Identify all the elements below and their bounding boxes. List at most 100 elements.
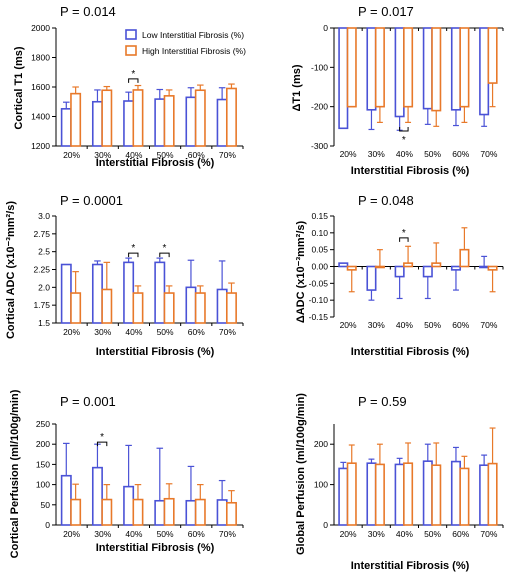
bar-low-70pct [216, 98, 228, 147]
bar-low-70pct [479, 464, 490, 526]
bar-high-70pct [487, 462, 498, 526]
x-tick-label: 60% [452, 149, 469, 159]
y-tick-label: 0.15 [311, 211, 328, 221]
bar-high-50pct [431, 262, 442, 268]
y-tick-label: 100 [36, 480, 50, 490]
bar-high-70pct [487, 27, 498, 84]
x-tick-label: 70% [219, 327, 236, 337]
x-axis-title: Interstitial Fibrosis (%) [96, 157, 215, 169]
bar-low-50pct [154, 261, 166, 324]
bar-low-40pct [123, 261, 135, 324]
y-tick-label: -0.10 [309, 295, 329, 305]
legend-label-low: Low Interstitial Fibrosis (%) [142, 30, 244, 40]
y-axis-title: Cortical Perfusion (ml/100g/min) [9, 389, 21, 558]
significance-star: * [100, 432, 104, 443]
x-tick-label: 50% [157, 529, 174, 539]
x-tick-label: 60% [452, 529, 469, 539]
x-tick-label: 50% [157, 150, 174, 160]
legend-swatch-low [125, 29, 137, 40]
bar-high-60pct [459, 27, 470, 108]
x-tick-label: 60% [188, 150, 205, 160]
y-tick-label: 1.75 [33, 300, 50, 310]
y-tick-label: 200 [314, 439, 328, 449]
bar-low-30pct [91, 263, 103, 324]
chart-panel-cortical-t1: P = 0.014 1200 1400 1600 1800 2000 20% 30% 40% 50… [13, 4, 246, 169]
x-tick-label: 30% [368, 529, 385, 539]
y-tick-label: 0.00 [311, 262, 328, 272]
bar-high-40pct [132, 292, 144, 324]
bar-low-60pct [185, 499, 197, 526]
chart-panel-cortical-adc: P = 0.0001 1.5 1.75 2.0 2.25 2.5 2.75 3.0 20% 30%… [5, 193, 244, 358]
p-value-label: P = 0.017 [358, 4, 414, 19]
y-tick-label: 2.25 [33, 265, 50, 275]
x-tick-label: 70% [219, 529, 236, 539]
bar-low-20pct [338, 27, 349, 130]
bar-low-40pct [123, 485, 135, 526]
significance-star: * [163, 243, 167, 254]
bar-high-50pct [431, 464, 442, 526]
bar-low-60pct [185, 286, 197, 324]
y-axis-title: Cortical ADC (x10⁻³mm²/s) [5, 201, 17, 339]
significance-bracket [128, 78, 139, 83]
y-tick-label: -0.05 [309, 278, 329, 288]
significance-star: * [131, 243, 135, 254]
x-tick-label: 50% [157, 327, 174, 337]
bar-low-30pct [366, 265, 377, 291]
bar-low-40pct [394, 463, 405, 526]
bar-low-50pct [154, 98, 166, 147]
significance-bracket [399, 127, 409, 132]
y-tick-label: 1400 [31, 112, 50, 122]
bar-high-30pct [374, 27, 385, 108]
x-tick-label: 50% [424, 149, 441, 159]
significance-bracket [399, 237, 409, 242]
bar-high-20pct [70, 292, 82, 324]
bar-low-50pct [422, 27, 433, 110]
x-tick-label: 30% [94, 529, 111, 539]
bar-high-70pct [225, 292, 237, 324]
bar-high-20pct [346, 265, 357, 271]
x-tick-label: 40% [396, 320, 413, 330]
x-tick-label: 20% [340, 149, 357, 159]
y-tick-label: 2.0 [38, 282, 50, 292]
bar-high-40pct [403, 27, 414, 108]
y-tick-label: -100 [311, 62, 328, 72]
x-tick-label: 30% [368, 320, 385, 330]
bar-high-30pct [101, 498, 113, 526]
bar-low-70pct [479, 265, 490, 269]
bar-low-60pct [450, 460, 461, 526]
bar-low-20pct [338, 467, 349, 526]
chart-panel-global-perfusion: P = 0.59 0 100 200 20% 30% 40% 50% 60% 70% Interst… [295, 393, 504, 572]
bar-low-50pct [422, 460, 433, 526]
bar-low-50pct [422, 265, 433, 278]
y-tick-label: -0.15 [309, 312, 329, 322]
bar-low-40pct [394, 27, 405, 118]
y-tick-label: -300 [311, 141, 328, 151]
x-tick-label: 60% [188, 327, 205, 337]
p-value-label: P = 0.59 [358, 394, 407, 409]
bar-low-20pct [60, 108, 72, 147]
bar-high-50pct [163, 497, 175, 526]
y-tick-label: 1600 [31, 82, 50, 92]
bar-low-30pct [366, 462, 377, 526]
significance-bracket [96, 441, 108, 447]
significance-star: * [131, 69, 135, 80]
y-axis-title: Cortical T1 (ms) [13, 46, 25, 129]
y-axis-title: Global Perfusion (ml/100g/min) [295, 393, 307, 555]
p-value-label: P = 0.048 [358, 193, 414, 208]
x-tick-label: 50% [424, 529, 441, 539]
p-value-label: P = 0.001 [60, 394, 116, 409]
bar-high-20pct [346, 462, 357, 526]
y-tick-label: 3.0 [38, 211, 50, 221]
bar-low-70pct [216, 499, 228, 526]
x-tick-label: 20% [63, 150, 80, 160]
y-tick-label: 0 [323, 520, 328, 530]
bar-low-30pct [91, 466, 103, 526]
legend: Low Interstitial Fibrosis (%) High Inters… [125, 29, 246, 56]
y-axis-title: ΔT1 (ms) [291, 64, 303, 111]
bar-high-20pct [70, 498, 82, 526]
significance-star: * [402, 135, 406, 146]
x-tick-label: 60% [188, 529, 205, 539]
x-tick-label: 40% [125, 150, 142, 160]
x-axis-title: Interstitial Fibrosis (%) [96, 542, 215, 554]
